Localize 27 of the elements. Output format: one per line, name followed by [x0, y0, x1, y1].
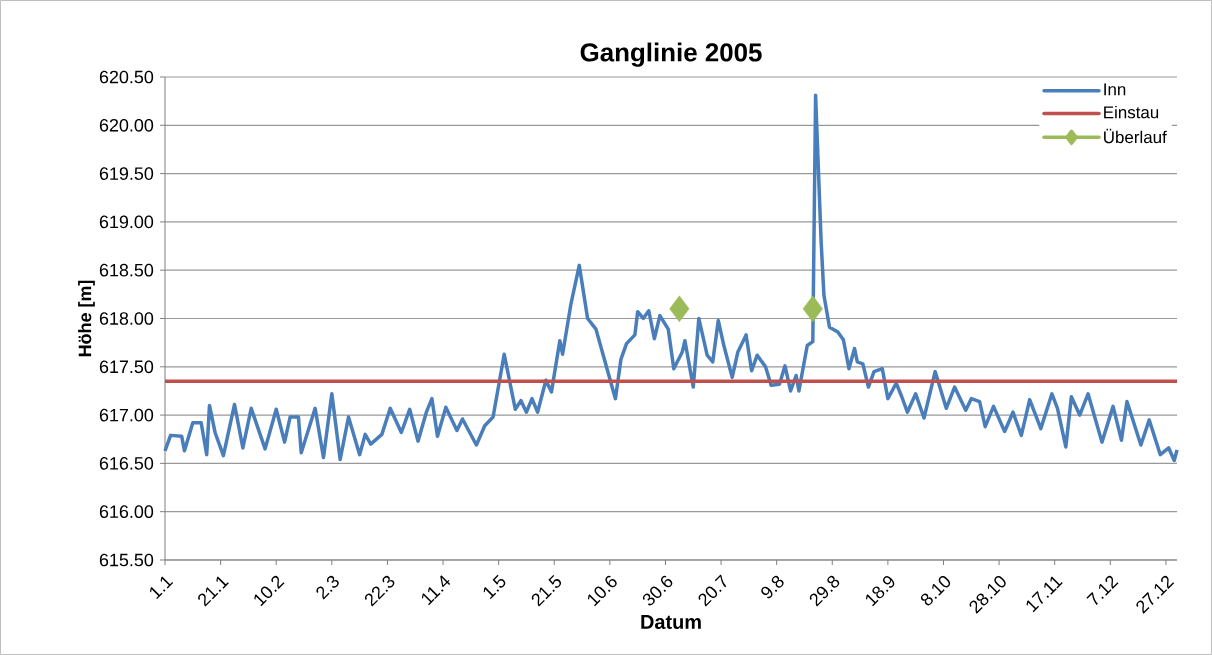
y-tick-label: 618.50: [99, 263, 154, 277]
legend-label: Inn: [1104, 83, 1126, 96]
x-tick-label: 7.12: [1086, 575, 1119, 605]
x-tick-label: 2.3: [316, 575, 339, 600]
y-tick-label: 616.50: [99, 457, 154, 470]
x-tick-label: 8.10: [920, 576, 951, 606]
x-tick-label: 21.1: [198, 576, 229, 607]
y-tick-label: 620.00: [99, 118, 154, 132]
y-tick-label: 617.50: [99, 360, 154, 374]
y-tick-label: 618.00: [99, 312, 154, 325]
legend-label: Einstau: [1104, 105, 1159, 119]
x-tick-label: 18.9: [865, 576, 895, 607]
y-tick-label: 616.00: [99, 505, 154, 519]
x-tick-label: 1.5: [483, 574, 506, 600]
y-tick-label: 619.50: [99, 167, 154, 180]
y-tick-label: 620.50: [99, 70, 154, 84]
y-tick-label: 617.00: [99, 408, 154, 422]
y-axis-title: Höhe [m]: [78, 280, 95, 357]
x-tick-label: 1.1: [150, 576, 174, 600]
x-tick-label: 11.4: [421, 575, 451, 606]
x-tick-label: 10.6: [587, 575, 617, 607]
chart-title: Ganglinie 2005: [580, 42, 762, 67]
x-tick-label: 9.8: [761, 575, 784, 599]
x-axis-title: Datum: [641, 615, 701, 629]
y-tick-label: 619.00: [99, 215, 154, 229]
legend-label: Überlauf: [1104, 128, 1167, 144]
y-tick-label: 615.50: [99, 553, 154, 567]
